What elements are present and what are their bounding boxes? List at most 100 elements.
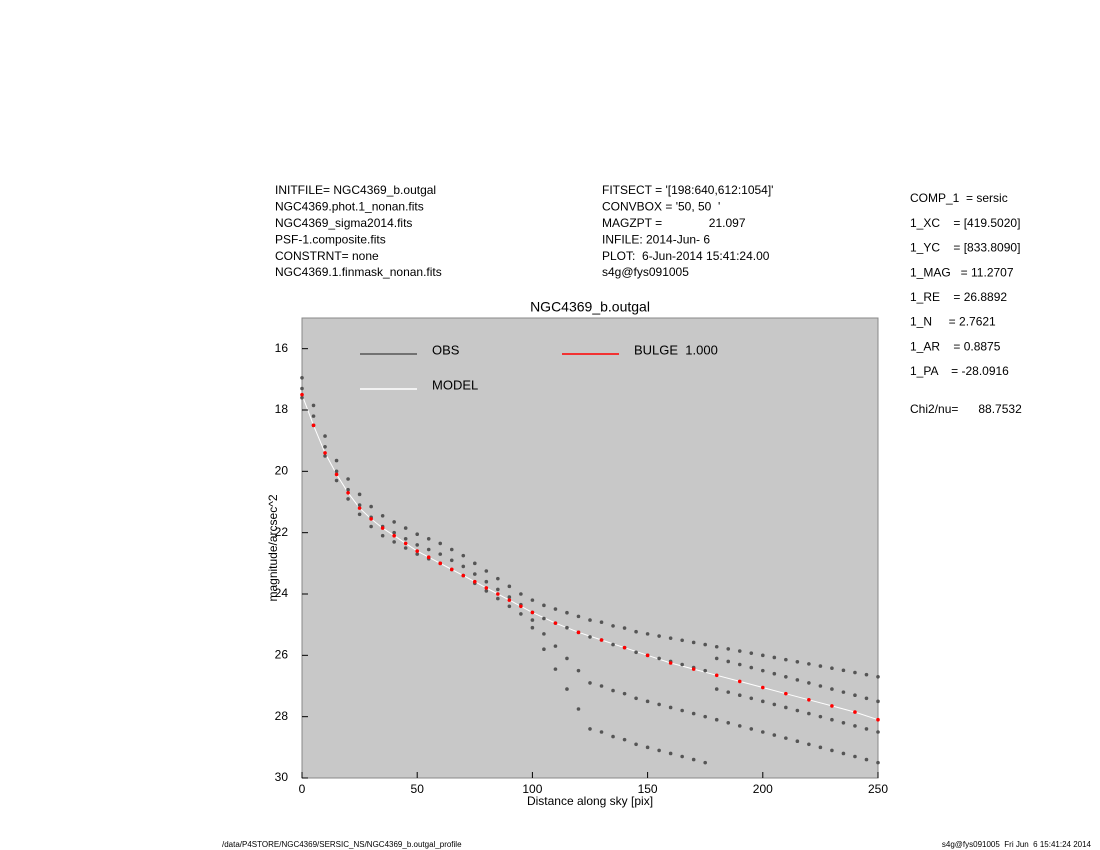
point bbox=[749, 696, 754, 701]
point bbox=[645, 632, 650, 636]
point bbox=[380, 526, 385, 530]
point bbox=[703, 668, 707, 673]
info-line: NGC4369_sigma2014.fits bbox=[275, 216, 412, 230]
point bbox=[461, 573, 466, 578]
point bbox=[784, 705, 788, 710]
y-tick-label: 22 bbox=[275, 525, 289, 539]
point bbox=[346, 491, 350, 495]
point bbox=[542, 616, 546, 621]
point bbox=[519, 604, 523, 609]
point bbox=[576, 630, 581, 635]
point bbox=[449, 567, 454, 572]
point bbox=[599, 638, 604, 642]
y-tick-label: 20 bbox=[275, 464, 289, 478]
point bbox=[599, 620, 604, 625]
point bbox=[357, 503, 362, 507]
point bbox=[830, 704, 834, 708]
point bbox=[553, 644, 558, 648]
fit-param: 1_PA = -28.0916 bbox=[910, 364, 1009, 378]
point bbox=[691, 757, 696, 762]
point bbox=[507, 598, 512, 602]
point bbox=[668, 751, 673, 756]
point bbox=[876, 760, 880, 765]
info-line: CONVBOX = '50, 50 ' bbox=[602, 200, 720, 214]
fit-param: 1_XC = [419.5020] bbox=[910, 216, 1020, 230]
point bbox=[876, 675, 880, 679]
point bbox=[807, 742, 811, 747]
point bbox=[438, 541, 443, 546]
point bbox=[334, 469, 339, 474]
point bbox=[323, 454, 327, 458]
point bbox=[380, 514, 385, 518]
point bbox=[300, 392, 304, 397]
point bbox=[645, 699, 650, 704]
y-tick-label: 28 bbox=[275, 709, 289, 723]
point bbox=[784, 675, 788, 679]
point bbox=[392, 530, 396, 535]
point bbox=[645, 745, 650, 750]
point bbox=[830, 687, 834, 691]
point bbox=[784, 657, 788, 662]
point bbox=[680, 638, 684, 643]
point bbox=[565, 625, 569, 630]
fit-param: 1_YC = [833.8090] bbox=[910, 241, 1020, 255]
point bbox=[807, 662, 811, 666]
data-layer bbox=[300, 376, 880, 765]
point bbox=[657, 656, 661, 661]
y-tick-label: 26 bbox=[275, 648, 289, 662]
point bbox=[403, 526, 408, 530]
point bbox=[795, 678, 800, 682]
point bbox=[588, 635, 592, 639]
point bbox=[737, 679, 742, 684]
point bbox=[645, 653, 650, 658]
point bbox=[611, 642, 615, 647]
footer-right: s4g@fys091005 Fri Jun 6 15:41:24 2014 bbox=[942, 840, 1092, 849]
point bbox=[772, 671, 777, 676]
point bbox=[657, 748, 661, 753]
point bbox=[703, 760, 707, 765]
point bbox=[576, 707, 581, 711]
point bbox=[576, 614, 581, 619]
info-line: INITFILE= NGC4369_b.outgal bbox=[275, 183, 436, 197]
point bbox=[876, 699, 880, 704]
y-tick-label: 18 bbox=[275, 402, 289, 416]
point bbox=[530, 618, 535, 622]
point bbox=[426, 555, 431, 559]
x-tick-label: 200 bbox=[753, 782, 773, 796]
point bbox=[507, 584, 512, 589]
point bbox=[691, 711, 696, 716]
point bbox=[588, 681, 592, 685]
point bbox=[461, 553, 466, 558]
point bbox=[369, 524, 373, 529]
point bbox=[714, 673, 719, 678]
point bbox=[761, 668, 765, 673]
point bbox=[807, 711, 811, 716]
point bbox=[346, 477, 350, 481]
point bbox=[403, 537, 408, 541]
point bbox=[876, 717, 880, 722]
point bbox=[438, 552, 443, 556]
point bbox=[634, 629, 638, 634]
point bbox=[784, 736, 788, 740]
point bbox=[576, 668, 581, 673]
point bbox=[415, 543, 420, 547]
point bbox=[346, 487, 350, 492]
point bbox=[726, 647, 731, 651]
point bbox=[542, 632, 546, 636]
point bbox=[691, 667, 696, 671]
point bbox=[726, 690, 731, 694]
point bbox=[392, 520, 396, 524]
point bbox=[300, 386, 304, 391]
x-tick-label: 100 bbox=[522, 782, 542, 796]
point bbox=[749, 665, 754, 670]
legend-label: BULGE 1.000 bbox=[634, 342, 718, 357]
point bbox=[668, 705, 673, 710]
point bbox=[772, 733, 777, 737]
point bbox=[311, 414, 316, 418]
point bbox=[392, 540, 396, 544]
info-line: PSF-1.composite.fits bbox=[275, 232, 386, 246]
point bbox=[634, 650, 638, 655]
point bbox=[807, 698, 811, 702]
point bbox=[853, 710, 857, 714]
point bbox=[657, 634, 661, 638]
